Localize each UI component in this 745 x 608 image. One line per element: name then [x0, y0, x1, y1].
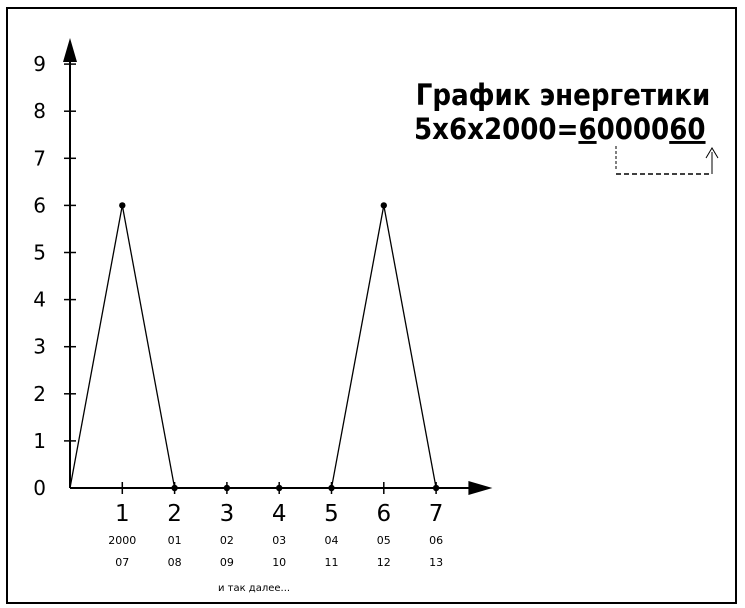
x-sub-label-row2: 10 [272, 556, 286, 569]
x-sub-label-row2: 07 [115, 556, 129, 569]
y-tick-label: 0 [33, 476, 46, 500]
data-point [171, 484, 178, 492]
x-ticks: 1 2000 07 2 01 08 3 02 09 4 03 10 5 04 11 6 05 12 7 06 13 [108, 482, 443, 569]
y-tick-label: 9 [33, 52, 46, 76]
x-sub-label-row2: 09 [220, 556, 234, 569]
x-sub-label-row1: 03 [272, 534, 286, 547]
formula-underlined-source: 6 [578, 112, 596, 146]
y-tick-label: 2 [33, 382, 46, 406]
y-ticks: 0 1 2 3 4 5 6 7 8 9 [33, 52, 76, 500]
x-tick-label: 1 [115, 501, 130, 527]
formula-underlined-target: 60 [669, 112, 705, 146]
x-sub-label-row2: 12 [377, 556, 391, 569]
x-tick-label: 6 [376, 501, 391, 527]
x-sub-label-row1: 05 [377, 534, 391, 547]
chart-frame [6, 7, 737, 604]
y-tick-label: 6 [33, 193, 46, 217]
chart-title: График энергетики [416, 78, 710, 112]
formula-connector [615, 146, 719, 175]
y-tick-label: 5 [33, 241, 46, 265]
formula-prefix: 5x6x2000= [414, 112, 578, 146]
x-axis-arrow-icon [468, 481, 493, 495]
x-sub-label-row1: 04 [325, 534, 339, 547]
x-tick-label: 3 [220, 501, 235, 527]
x-sub-label-row1: 01 [168, 534, 182, 547]
formula-middle: 0000 [597, 112, 670, 146]
chart-formula: 5x6x2000=6000060 [414, 112, 706, 146]
data-point [223, 484, 231, 492]
x-sub-label-row1: 06 [429, 534, 443, 547]
data-point [119, 202, 126, 209]
x-axis-note: и так далее... [218, 583, 290, 594]
data-points [119, 202, 440, 492]
data-point [380, 202, 387, 209]
y-tick-label: 4 [33, 288, 46, 312]
x-tick-label: 7 [429, 501, 444, 527]
y-tick-label: 3 [33, 335, 46, 359]
x-sub-label-row2: 13 [429, 556, 443, 569]
x-tick-label: 4 [272, 501, 287, 527]
y-tick-label: 1 [33, 429, 46, 453]
y-tick-label: 8 [33, 99, 46, 123]
x-sub-label-row2: 08 [168, 556, 182, 569]
y-axis-arrow-icon [63, 38, 77, 62]
connector-arrow-icon [705, 147, 719, 159]
data-point [328, 484, 335, 492]
data-point [276, 484, 283, 492]
x-sub-label-row1: 02 [220, 534, 234, 547]
y-tick-label: 7 [33, 146, 46, 170]
series-line [69, 205, 437, 489]
data-point [432, 484, 440, 492]
series-polyline [69, 205, 437, 489]
x-sub-label-row2: 11 [325, 556, 339, 569]
x-tick-label: 5 [324, 501, 339, 527]
x-tick-label: 2 [167, 501, 182, 527]
x-sub-label-row1: 2000 [108, 534, 136, 547]
